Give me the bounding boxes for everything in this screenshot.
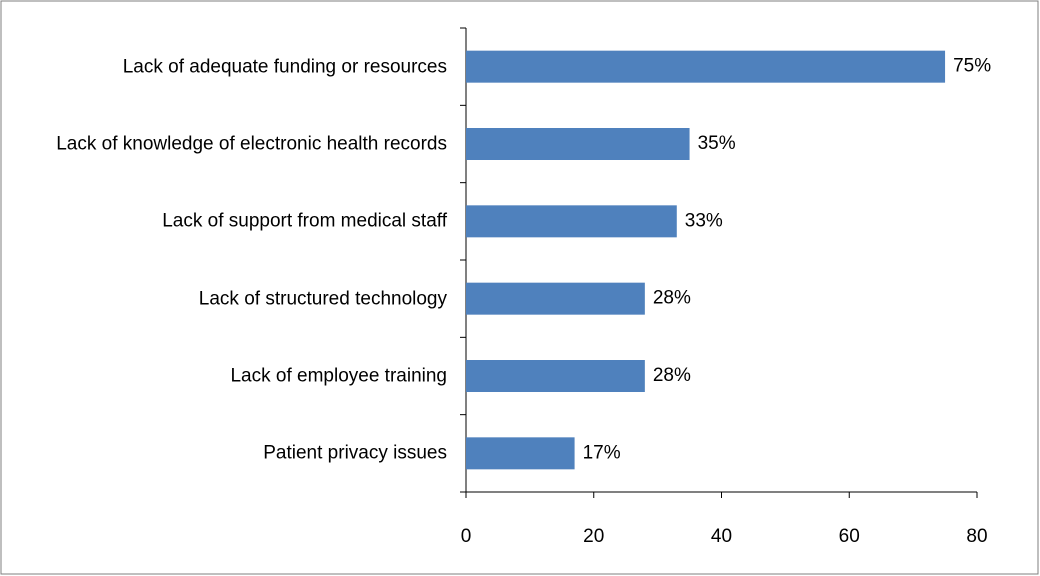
category-label: Patient privacy issues bbox=[263, 442, 447, 464]
category-label: Lack of knowledge of electronic health r… bbox=[56, 133, 447, 155]
bar bbox=[466, 128, 690, 160]
value-label: 33% bbox=[685, 210, 723, 231]
category-label-box: Patient privacy issues bbox=[7, 440, 447, 467]
bar bbox=[466, 282, 645, 315]
category-label-box: Lack of structured technology bbox=[7, 285, 447, 312]
bar bbox=[466, 360, 645, 392]
x-tick-label: 60 bbox=[839, 526, 860, 547]
category-label-box: Lack of adequate funding or resources bbox=[7, 53, 447, 80]
category-label-box: Lack of employee training bbox=[7, 363, 447, 390]
value-label: 35% bbox=[698, 133, 736, 154]
value-label: 28% bbox=[653, 365, 691, 386]
bar bbox=[466, 437, 575, 470]
value-label: 28% bbox=[653, 288, 691, 309]
category-label: Lack of adequate funding or resources bbox=[122, 56, 447, 78]
category-label-box: Lack of support from medical staff bbox=[7, 208, 447, 235]
bar bbox=[466, 205, 677, 238]
category-label-box: Lack of knowledge of electronic health r… bbox=[7, 131, 447, 158]
category-label: Lack of employee training bbox=[230, 365, 447, 387]
x-tick-label: 20 bbox=[583, 526, 604, 547]
value-label: 75% bbox=[953, 56, 991, 77]
category-label: Lack of support from medical staff bbox=[162, 210, 447, 232]
category-label: Lack of structured technology bbox=[198, 288, 447, 310]
x-tick-label: 80 bbox=[966, 526, 987, 547]
x-tick-label: 40 bbox=[711, 526, 732, 547]
value-label: 17% bbox=[583, 442, 621, 463]
x-tick-label: 0 bbox=[461, 526, 472, 547]
bar bbox=[466, 50, 946, 83]
